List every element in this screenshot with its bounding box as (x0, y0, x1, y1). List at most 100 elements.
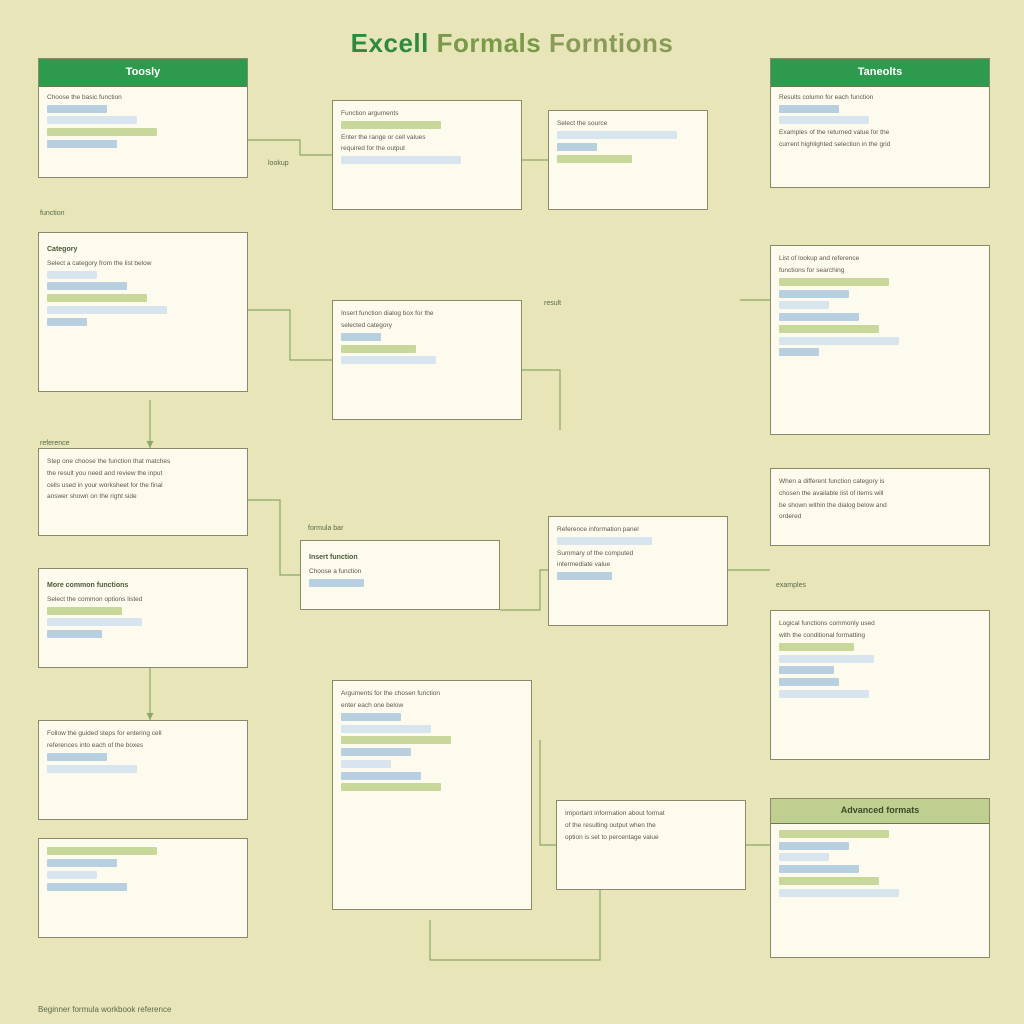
card-highlight-row (779, 853, 981, 863)
card-highlight-row (557, 572, 719, 582)
card-text-row: selected category (341, 321, 513, 331)
card-highlight-row (779, 678, 981, 688)
connector-line (522, 370, 560, 430)
card-highlight-row (47, 618, 239, 628)
card-highlight-row (47, 871, 239, 881)
card-highlight-row (779, 116, 981, 126)
card-text-row: Insert function dialog box for the (341, 309, 513, 319)
card-right_bot: Advanced formats (770, 798, 990, 958)
card-highlight-row (779, 666, 981, 676)
card-subheader: Advanced formats (771, 799, 989, 824)
card-text-row: Results column for each function (779, 93, 981, 103)
connector-line (540, 740, 556, 845)
card-text-row: Important information about format (565, 809, 737, 819)
card-highlight-row (557, 131, 699, 141)
connector-line (248, 310, 332, 360)
connector-line (248, 140, 332, 155)
card-text-row: Choose the basic function (47, 93, 239, 103)
card-highlight-row (779, 841, 981, 851)
card-highlight-row (779, 865, 981, 875)
card-text-row: cells used in your worksheet for the fin… (47, 481, 239, 491)
card-highlight-row (47, 140, 239, 150)
card-highlight-row (779, 313, 981, 323)
card-highlight-row (779, 643, 981, 653)
card-highlight-row (779, 888, 981, 898)
card-highlight-row (557, 537, 719, 547)
card-highlight-row (47, 859, 239, 869)
card-text-row: the result you need and review the input (47, 469, 239, 479)
card-highlight-row (779, 325, 981, 335)
card-highlight-row (341, 748, 523, 758)
title-part-1: Excell (351, 28, 429, 58)
card-right_top: TaneoltsResults column for each function… (770, 58, 990, 188)
sub-label: result (544, 300, 561, 307)
card-text-row: enter each one below (341, 701, 523, 711)
card-text-row: Enter the range or cell values (341, 133, 513, 143)
card-highlight-row (779, 289, 981, 299)
card-text-row: chosen the available list of items will (779, 489, 981, 499)
card-highlight-row (47, 317, 239, 327)
card-left_bot (38, 838, 248, 938)
card-highlight-row (779, 690, 981, 700)
card-text-row: references into each of the boxes (47, 741, 239, 751)
card-mid2_c: Important information about formatof the… (556, 800, 746, 890)
card-highlight-row (341, 121, 513, 131)
card-highlight-row (341, 356, 513, 366)
card-text-row: Follow the guided steps for entering cel… (47, 729, 239, 739)
card-highlight-row (47, 630, 239, 640)
card-highlight-row (779, 348, 981, 358)
card-highlight-row (779, 278, 981, 288)
sub-label: lookup (268, 160, 289, 167)
card-highlight-row (47, 764, 239, 774)
card-text-row: current highlighted selection in the gri… (779, 140, 981, 150)
card-left_desc: Step one choose the function that matche… (38, 448, 248, 536)
card-highlight-row (557, 143, 699, 153)
card-right_desc: When a different function category is cho… (770, 468, 990, 546)
card-highlight-row (47, 116, 239, 126)
card-highlight-row (341, 736, 523, 746)
connector-line (248, 500, 300, 575)
sub-label: examples (776, 582, 806, 589)
card-highlight-row (341, 156, 513, 166)
card-text-row: Step one choose the function that matche… (47, 457, 239, 467)
card-left_top: Toosly Choose the basic function (38, 58, 248, 178)
card-text-row: intermediate value (557, 560, 719, 570)
card-right_c: Logical functions commonly usedwith the … (770, 610, 990, 760)
card-highlight-row (47, 104, 239, 114)
card-highlight-row (341, 783, 523, 793)
sub-label: function (40, 210, 65, 217)
connector-line (500, 570, 548, 610)
card-text-row: ordered (779, 512, 981, 522)
card-text-row: When a different function category is (779, 477, 981, 487)
card-text-row: Examples of the returned value for the (779, 128, 981, 138)
card-highlight-row (341, 344, 513, 354)
card-section: Insert function (309, 553, 491, 564)
card-highlight-row (47, 847, 239, 857)
card-highlight-row (47, 270, 239, 280)
card-text-row: functions for searching (779, 266, 981, 276)
card-right_b: List of lookup and reference functions fo… (770, 245, 990, 435)
page-title: Excell Formals Forntions (351, 28, 674, 59)
card-text-row: Summary of the computed (557, 549, 719, 559)
card-text-row: option is set to percentage value (565, 833, 737, 843)
card-text-row: Select the common options listed (47, 595, 239, 605)
card-text-row: required for the output (341, 144, 513, 154)
card-text-row: be shown within the dialog below and (779, 501, 981, 511)
card-highlight-row (779, 301, 981, 311)
card-header: Toosly (39, 59, 247, 87)
card-highlight-row (47, 753, 239, 763)
card-text-row: Select the source (557, 119, 699, 129)
card-text-row: answer shown on the right side (47, 492, 239, 502)
footer-note: Beginner formula workbook reference (38, 1005, 171, 1014)
card-highlight-row (309, 578, 491, 588)
card-highlight-row (47, 882, 239, 892)
card-highlight-row (47, 606, 239, 616)
card-highlight-row (341, 771, 523, 781)
title-part-2: Formals (429, 28, 541, 58)
card-highlight-row (341, 724, 523, 734)
card-highlight-row (779, 336, 981, 346)
card-mid_c: Insert functionChoose a function (300, 540, 500, 610)
card-highlight-row (341, 713, 523, 723)
card-text-row: List of lookup and reference (779, 254, 981, 264)
card-highlight-row (47, 282, 239, 292)
